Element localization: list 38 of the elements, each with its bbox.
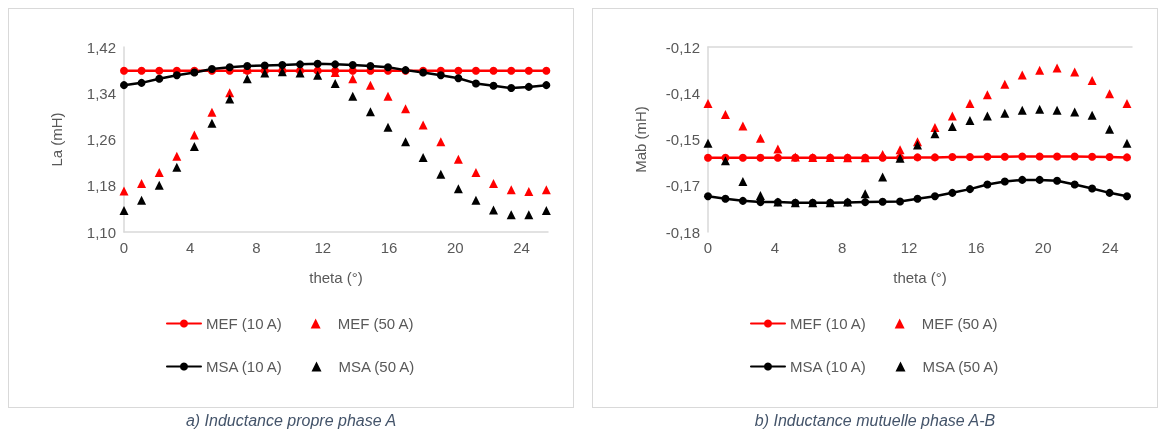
x-tick-label: 24 bbox=[1101, 239, 1119, 256]
x-tick-label: 12 bbox=[314, 239, 332, 256]
y-axis-title: Mab (mH) bbox=[632, 106, 649, 173]
y-tick-label: 1,10 bbox=[86, 223, 116, 241]
y-axis-title: La (mH) bbox=[48, 112, 65, 167]
y-tick-label: -0,12 bbox=[665, 38, 700, 56]
y-tick-label: 1,34 bbox=[86, 84, 116, 102]
text: b) Inductance mutuelle phase A-B bbox=[753, 412, 997, 430]
legend-label: MSA (10 A) bbox=[789, 358, 866, 375]
x-tick-label: 16 bbox=[380, 239, 398, 256]
y-tick-label: -0,14 bbox=[665, 84, 700, 102]
legend-label: MSA (50 A) bbox=[338, 358, 415, 375]
y-tick-label: 1,18 bbox=[86, 177, 116, 195]
y-tick-label: 1,42 bbox=[86, 38, 116, 56]
y-tick-label: -0,18 bbox=[665, 223, 700, 241]
legend-label: MEF (50 A) bbox=[921, 315, 998, 332]
x-tick-label: 0 bbox=[703, 239, 713, 256]
legend-label: MSA (50 A) bbox=[922, 358, 999, 375]
legend-label: MEF (50 A) bbox=[337, 315, 414, 332]
x-tick-label: 8 bbox=[252, 239, 261, 256]
x-axis-title: theta (°) bbox=[309, 269, 363, 286]
x-tick-label: 0 bbox=[119, 239, 129, 256]
text: a) Inductance propre phase A bbox=[184, 412, 398, 430]
legend-label: MSA (10 A) bbox=[205, 358, 282, 375]
legend-label: MEF (10 A) bbox=[205, 315, 282, 332]
y-tick-label: -0,17 bbox=[665, 177, 700, 195]
x-tick-label: 16 bbox=[967, 239, 985, 256]
x-tick-label: 8 bbox=[837, 239, 847, 256]
legend-label: MEF (10 A) bbox=[789, 315, 866, 332]
y-tick-label: 1,26 bbox=[86, 131, 116, 148]
x-tick-label: 20 bbox=[1034, 239, 1052, 256]
x-tick-label: 4 bbox=[186, 239, 195, 256]
x-tick-label: 4 bbox=[770, 239, 780, 256]
x-tick-label: 20 bbox=[446, 239, 464, 256]
x-axis-title: theta (°) bbox=[893, 269, 947, 286]
y-tick-label: -0,15 bbox=[665, 131, 700, 148]
x-tick-label: 24 bbox=[513, 239, 530, 256]
x-tick-label: 12 bbox=[900, 239, 918, 256]
